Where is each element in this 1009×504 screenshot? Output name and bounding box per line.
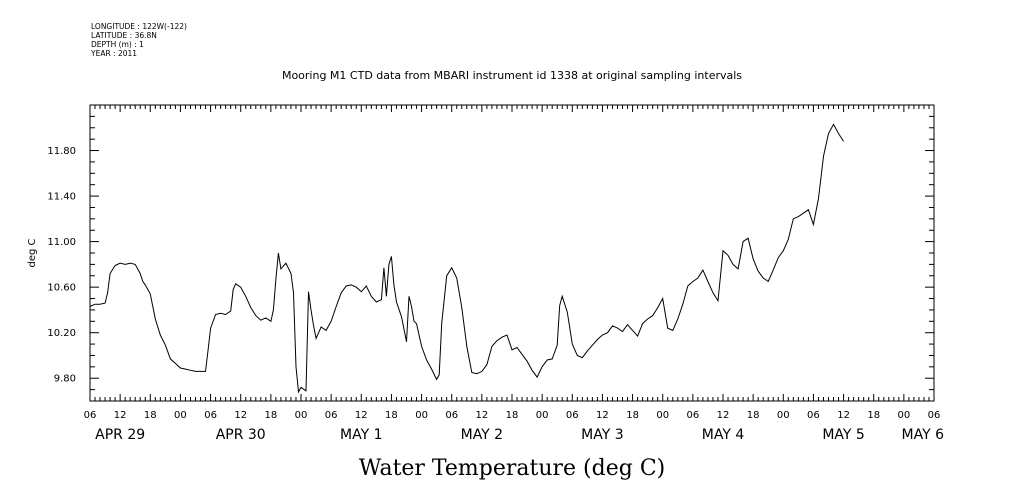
date-label: MAY 5	[822, 427, 864, 443]
x-tick-label: 06	[928, 410, 941, 421]
x-tick-label: 06	[445, 410, 458, 421]
x-tick-label: 06	[566, 410, 579, 421]
date-label: MAY 6	[902, 427, 945, 443]
temperature-series-line	[89, 123, 845, 394]
x-axis-title: Water Temperature (deg C)	[359, 456, 666, 481]
date-label: MAY 3	[581, 427, 623, 443]
y-tick-label: 11.00	[47, 237, 76, 248]
chart-title: Mooring M1 CTD data from MBARI instrumen…	[282, 69, 742, 82]
x-tick-label: 12	[596, 410, 609, 421]
x-tick-label: 06	[204, 410, 217, 421]
date-label: MAY 4	[702, 427, 745, 443]
date-label: MAY 2	[461, 427, 503, 443]
y-axis-title: deg C	[27, 238, 38, 267]
x-tick-label: 18	[747, 410, 760, 421]
latitude-label: LATITUDE : 36.8N	[91, 31, 157, 40]
x-tick-label: 06	[325, 410, 338, 421]
y-axis-labels: 9.80 10.20 10.60 11.00 11.40 11.80	[47, 146, 76, 385]
x-tick-label: 18	[385, 410, 398, 421]
y-tick-label: 9.80	[54, 374, 76, 385]
x-tick-label: 06	[807, 410, 820, 421]
y-tick-label: 10.20	[47, 328, 76, 339]
plot-frame	[89, 104, 935, 402]
x-tick-label: 00	[295, 410, 308, 421]
y-tick-label: 11.40	[47, 192, 76, 203]
x-axis-hour-labels: 06 12 18 00 06 12 18 00 06 12 18 00 06 12 18 00 06 12 18 00…	[84, 410, 941, 421]
x-tick-label: 18	[144, 410, 157, 421]
y-tick-label: 10.60	[47, 283, 76, 294]
longitude-label: LONGITUDE : 122W(-122)	[91, 22, 187, 31]
x-tick-label: 00	[536, 410, 549, 421]
date-label: MAY 1	[340, 427, 382, 443]
x-tick-label: 00	[897, 410, 910, 421]
x-tick-label: 18	[867, 410, 880, 421]
x-tick-label: 12	[114, 410, 127, 421]
x-tick-label: 12	[355, 410, 368, 421]
date-label: APR 29	[95, 427, 145, 443]
x-tick-label: 00	[777, 410, 790, 421]
x-tick-label: 06	[84, 410, 97, 421]
axis-ticks	[89, 104, 935, 402]
x-tick-label: 00	[174, 410, 187, 421]
x-tick-label: 00	[656, 410, 669, 421]
x-tick-label: 12	[837, 410, 850, 421]
x-tick-label: 12	[475, 410, 488, 421]
x-tick-label: 18	[264, 410, 277, 421]
x-tick-label: 18	[506, 410, 519, 421]
x-tick-label: 06	[686, 410, 699, 421]
date-label: APR 30	[216, 427, 266, 443]
metadata-block: LONGITUDE : 122W(-122) LATITUDE : 36.8N …	[91, 22, 187, 58]
x-axis-date-labels: APR 29 APR 30 MAY 1 MAY 2 MAY 3 MAY 4 MAY 5 MAY…	[95, 427, 944, 443]
depth-label: DEPTH (m) : 1	[91, 40, 144, 49]
x-tick-label: 18	[626, 410, 639, 421]
year-label: YEAR : 2011	[91, 49, 138, 58]
y-tick-label: 11.80	[47, 146, 76, 157]
x-tick-label: 12	[717, 410, 730, 421]
x-tick-label: 00	[415, 410, 428, 421]
x-tick-label: 12	[234, 410, 247, 421]
